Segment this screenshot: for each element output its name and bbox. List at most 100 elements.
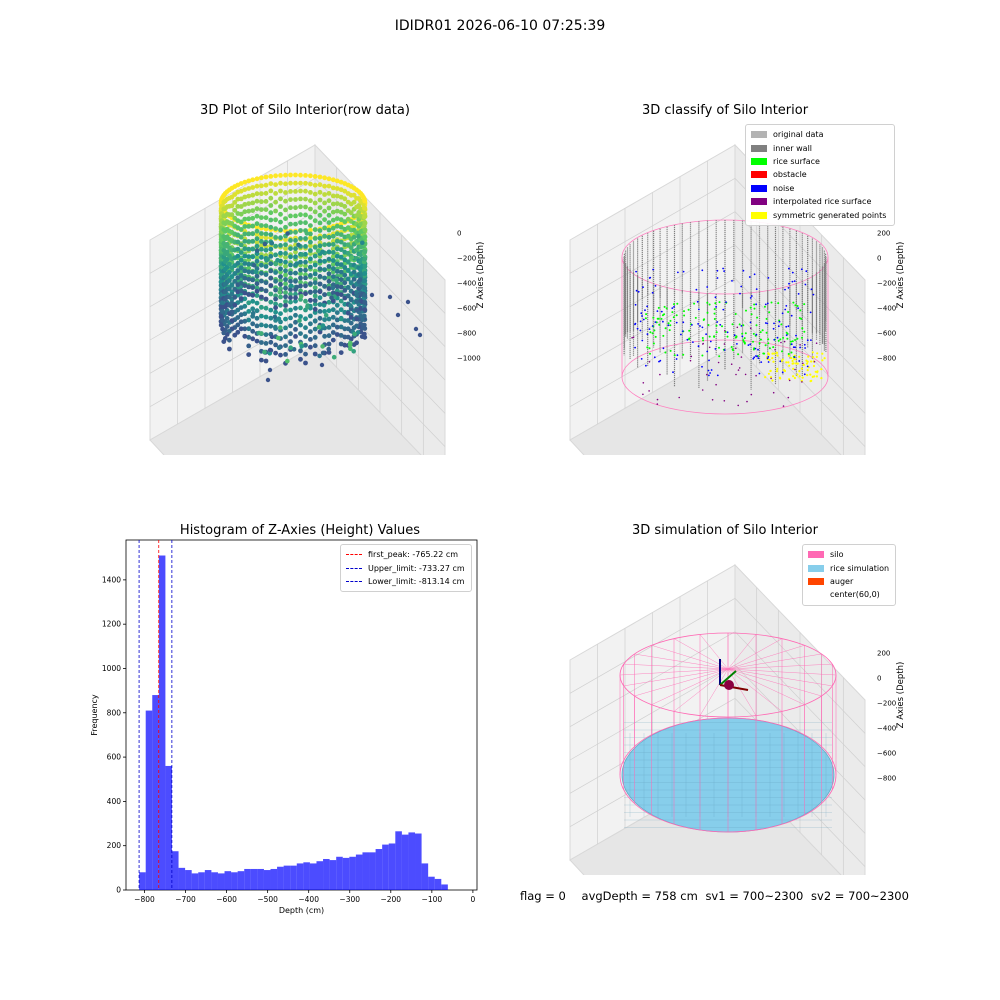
raw-point — [238, 288, 244, 294]
raw-point — [276, 345, 282, 350]
raw-point — [312, 335, 318, 340]
raw-point — [283, 272, 288, 278]
raw-point — [227, 337, 232, 343]
legend-label: symmetric generated points — [773, 210, 887, 220]
raw-point — [352, 331, 357, 337]
cls-noise-point — [757, 357, 760, 360]
legend-label: interpolated rice surface — [773, 197, 872, 207]
sim-silo-roof — [727, 645, 805, 670]
cls-noise-point — [740, 285, 743, 288]
raw-point — [238, 326, 244, 332]
raw-point — [242, 303, 248, 309]
raw-point — [246, 261, 252, 267]
raw-point — [351, 342, 357, 347]
raw-point — [317, 309, 323, 314]
hist-xtick: −400 — [298, 895, 319, 904]
raw-point — [293, 249, 298, 255]
raw-point — [251, 263, 257, 268]
hist-bar — [290, 865, 297, 890]
raw-point — [268, 339, 274, 345]
cls-rice-point — [792, 301, 795, 304]
cls-rice-point — [707, 324, 710, 326]
cls-noise-point — [785, 325, 788, 328]
sim-ztick: 200 — [877, 650, 890, 658]
raw-point — [283, 294, 288, 300]
cls-rice-point — [759, 338, 762, 341]
raw-point — [238, 296, 244, 301]
cls-rice-point — [743, 337, 746, 340]
raw-point — [322, 258, 327, 264]
raw-point — [322, 183, 327, 189]
raw-point — [312, 326, 318, 332]
raw-point — [345, 318, 351, 323]
raw-point — [303, 259, 308, 265]
raw-point — [293, 334, 298, 339]
raw-point — [298, 220, 303, 225]
raw-point — [220, 309, 225, 314]
cls-interp-point — [717, 361, 720, 364]
raw-point — [238, 265, 244, 271]
hist-bar — [428, 876, 435, 890]
hist-xtick: −300 — [339, 895, 360, 904]
cls-rice-point — [782, 336, 785, 339]
raw-point — [268, 174, 274, 179]
hist-ytick: 1400 — [102, 575, 121, 584]
cls-noise-point — [722, 308, 725, 311]
raw-point — [263, 207, 269, 212]
raw-point — [298, 275, 303, 281]
cls-noise-point — [682, 270, 685, 273]
raw-point — [276, 335, 281, 341]
raw-point — [268, 323, 274, 329]
raw-point — [246, 284, 252, 290]
raw-point — [283, 343, 288, 348]
raw-point — [246, 216, 252, 222]
raw-point — [263, 182, 269, 188]
raw-point — [338, 324, 344, 330]
raw-ztick: −800 — [457, 330, 476, 338]
raw-point — [320, 249, 325, 255]
raw-point — [345, 310, 351, 316]
raw-point — [330, 266, 336, 271]
raw-point — [278, 219, 283, 225]
cls-symmetric-point — [802, 363, 805, 366]
cls-rice-point — [694, 316, 697, 319]
raw-point — [262, 241, 268, 247]
status-footer: flag = 0 avgDepth = 758 cm sv1 = 700~230… — [520, 889, 921, 903]
legend-label: Lower_limit: -813.14 cm — [368, 576, 465, 586]
raw-point — [273, 278, 278, 284]
raw-point — [321, 303, 327, 308]
raw-point — [278, 269, 283, 275]
raw-point — [227, 261, 232, 267]
raw-point — [322, 225, 327, 231]
raw-point — [334, 201, 340, 206]
legend-label: Upper_limit: -733.27 cm — [368, 563, 465, 573]
cls-noise-point — [708, 359, 710, 362]
cls-noise-point — [766, 322, 769, 325]
raw-point — [326, 234, 332, 240]
cls-ztick: −200 — [877, 280, 896, 288]
hist-bar — [263, 870, 271, 890]
cls-symmetric-point — [815, 375, 818, 378]
hist-xtick: 0 — [471, 895, 476, 904]
cls-symmetric-point — [791, 359, 794, 363]
raw-point — [322, 309, 327, 314]
raw-point — [278, 173, 283, 178]
sim-silo-roof — [623, 663, 729, 670]
cls-noise-point — [733, 334, 736, 337]
raw-point — [288, 238, 293, 243]
raw-point — [269, 334, 275, 340]
cls-noise-point — [758, 372, 761, 375]
raw-point — [283, 198, 288, 204]
raw-point — [312, 218, 318, 224]
raw-point — [308, 239, 313, 245]
cls-rice-point — [718, 301, 721, 304]
cls-noise-point — [788, 267, 790, 270]
raw-point — [293, 246, 298, 251]
cls-noise-point — [755, 333, 758, 336]
raw-point — [326, 205, 332, 211]
raw-point — [334, 332, 340, 337]
raw-point — [312, 298, 318, 303]
raw-point — [298, 356, 303, 362]
raw-point — [293, 205, 298, 211]
cls-interp-point — [794, 368, 796, 371]
